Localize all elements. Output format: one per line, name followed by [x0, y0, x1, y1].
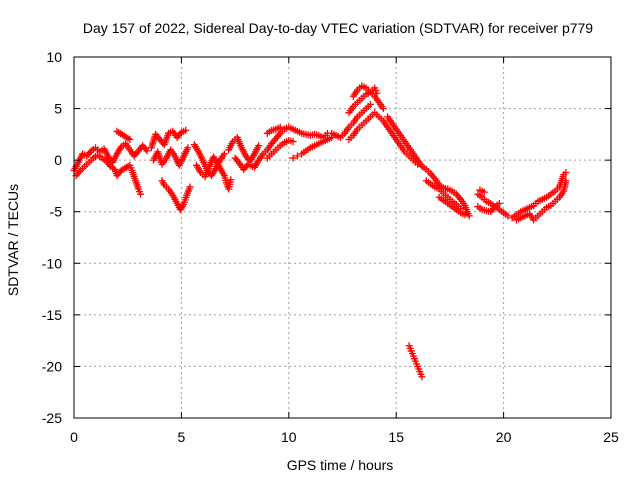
- data-point: [276, 123, 284, 131]
- data-point: [418, 373, 426, 381]
- plot-frame: [73, 56, 612, 419]
- axis-ticks: 0 5 10 15 20 25 -25 -20 -15 -10 -5 0 5 10: [42, 49, 619, 445]
- y-tick-label: -25: [42, 410, 62, 426]
- data-point: [562, 169, 570, 177]
- y-tick-label: 0: [54, 152, 62, 168]
- data-point: [495, 199, 503, 207]
- y-tick-label: -20: [42, 358, 62, 374]
- x-tick-label: 15: [388, 429, 404, 445]
- x-tick-label: 25: [603, 429, 619, 445]
- data-point: [126, 136, 134, 144]
- data-point: [143, 147, 151, 155]
- data-point: [373, 89, 381, 97]
- data-points: [70, 82, 570, 381]
- data-point: [562, 177, 570, 185]
- data-point: [184, 144, 192, 152]
- data-point: [461, 211, 469, 219]
- y-tick-label: 5: [54, 101, 62, 117]
- data-point: [289, 138, 297, 146]
- data-point: [504, 212, 512, 220]
- data-point: [289, 154, 297, 162]
- x-axis-label: GPS time / hours: [287, 457, 394, 473]
- data-point: [220, 150, 228, 158]
- x-tick-label: 20: [496, 429, 512, 445]
- data-point: [182, 126, 190, 134]
- y-tick-label: -10: [42, 255, 62, 271]
- data-point: [293, 152, 301, 160]
- data-point: [480, 188, 488, 196]
- chart-title: Day 157 of 2022, Sidereal Day-to-day VTE…: [83, 20, 593, 36]
- grid: [74, 57, 611, 418]
- x-tick-label: 0: [70, 429, 78, 445]
- y-tick-label: -5: [50, 204, 63, 220]
- data-point: [255, 142, 263, 150]
- y-axis-label: SDTVAR / TECUs: [5, 184, 21, 296]
- data-point: [379, 105, 387, 113]
- x-tick-label: 5: [178, 429, 186, 445]
- x-tick-label: 10: [281, 429, 297, 445]
- data-point: [465, 212, 473, 220]
- y-tick-label: -15: [42, 307, 62, 323]
- data-point: [366, 100, 374, 108]
- data-point: [137, 190, 145, 198]
- y-tick-label: 10: [46, 49, 62, 65]
- data-point: [227, 176, 235, 184]
- data-point: [186, 183, 194, 191]
